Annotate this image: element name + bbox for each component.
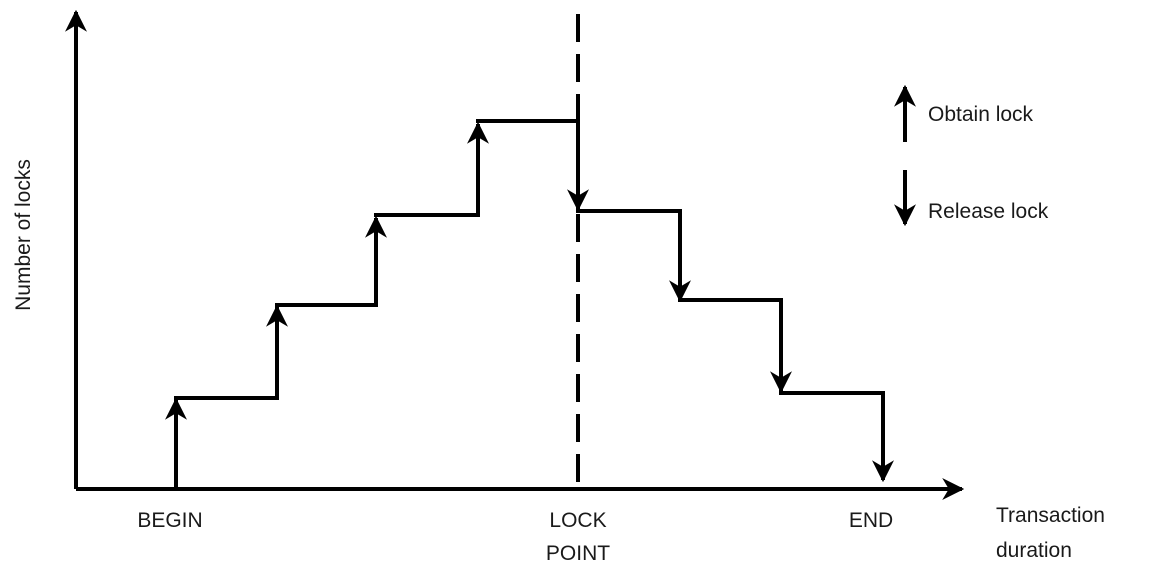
lock-point-label-line1: LOCK bbox=[549, 509, 606, 532]
x-axis-label-line2: duration bbox=[996, 539, 1072, 562]
begin-label: BEGIN bbox=[137, 509, 202, 532]
legend-release-label: Release lock bbox=[928, 200, 1049, 223]
legend: Obtain lock Release lock bbox=[894, 84, 1049, 227]
y-axis-label: Number of locks bbox=[12, 159, 35, 311]
lock-point-label-line2: POINT bbox=[546, 542, 610, 565]
axes bbox=[65, 9, 965, 500]
shrinking-phase bbox=[567, 121, 894, 483]
x-axis-label-line1: Transaction bbox=[996, 504, 1105, 527]
legend-obtain-label: Obtain lock bbox=[928, 103, 1034, 126]
growing-phase bbox=[165, 119, 580, 489]
end-label: END bbox=[849, 509, 893, 532]
